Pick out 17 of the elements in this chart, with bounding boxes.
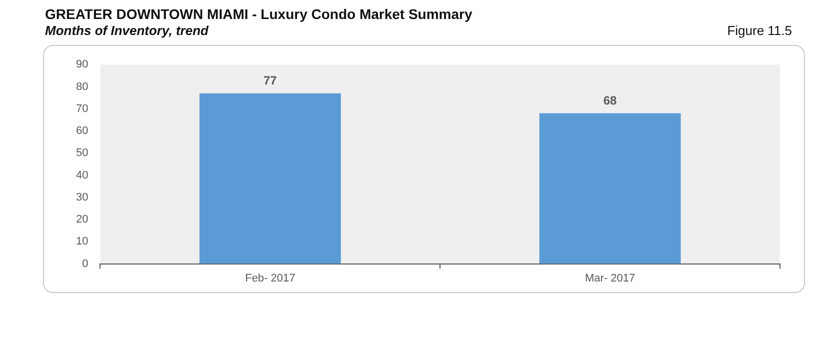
y-tick-label: 0 xyxy=(82,258,88,270)
y-tick-label: 80 xyxy=(76,80,88,93)
chart-subtitle: Months of Inventory, trend xyxy=(45,23,208,38)
data-label: 68 xyxy=(603,94,618,108)
y-tick-label: 20 xyxy=(76,214,88,226)
y-tick-label: 70 xyxy=(76,102,88,115)
y-tick-label: 60 xyxy=(76,125,88,138)
y-tick-label: 90 xyxy=(76,58,88,71)
y-tick-label: 10 xyxy=(76,236,88,248)
y-tick-label: 50 xyxy=(76,147,88,160)
data-label: 77 xyxy=(263,74,278,88)
x-tick-label: Mar- 2017 xyxy=(584,272,636,284)
y-tick-label: 30 xyxy=(76,191,88,204)
y-tick-label: 40 xyxy=(76,169,88,182)
chart-title: GREATER DOWNTOWN MIAMI - Luxury Condo Market Summary xyxy=(45,6,472,22)
x-tick-label: Feb- 2017 xyxy=(245,272,296,284)
caption: Figure 11.5 xyxy=(727,23,792,38)
